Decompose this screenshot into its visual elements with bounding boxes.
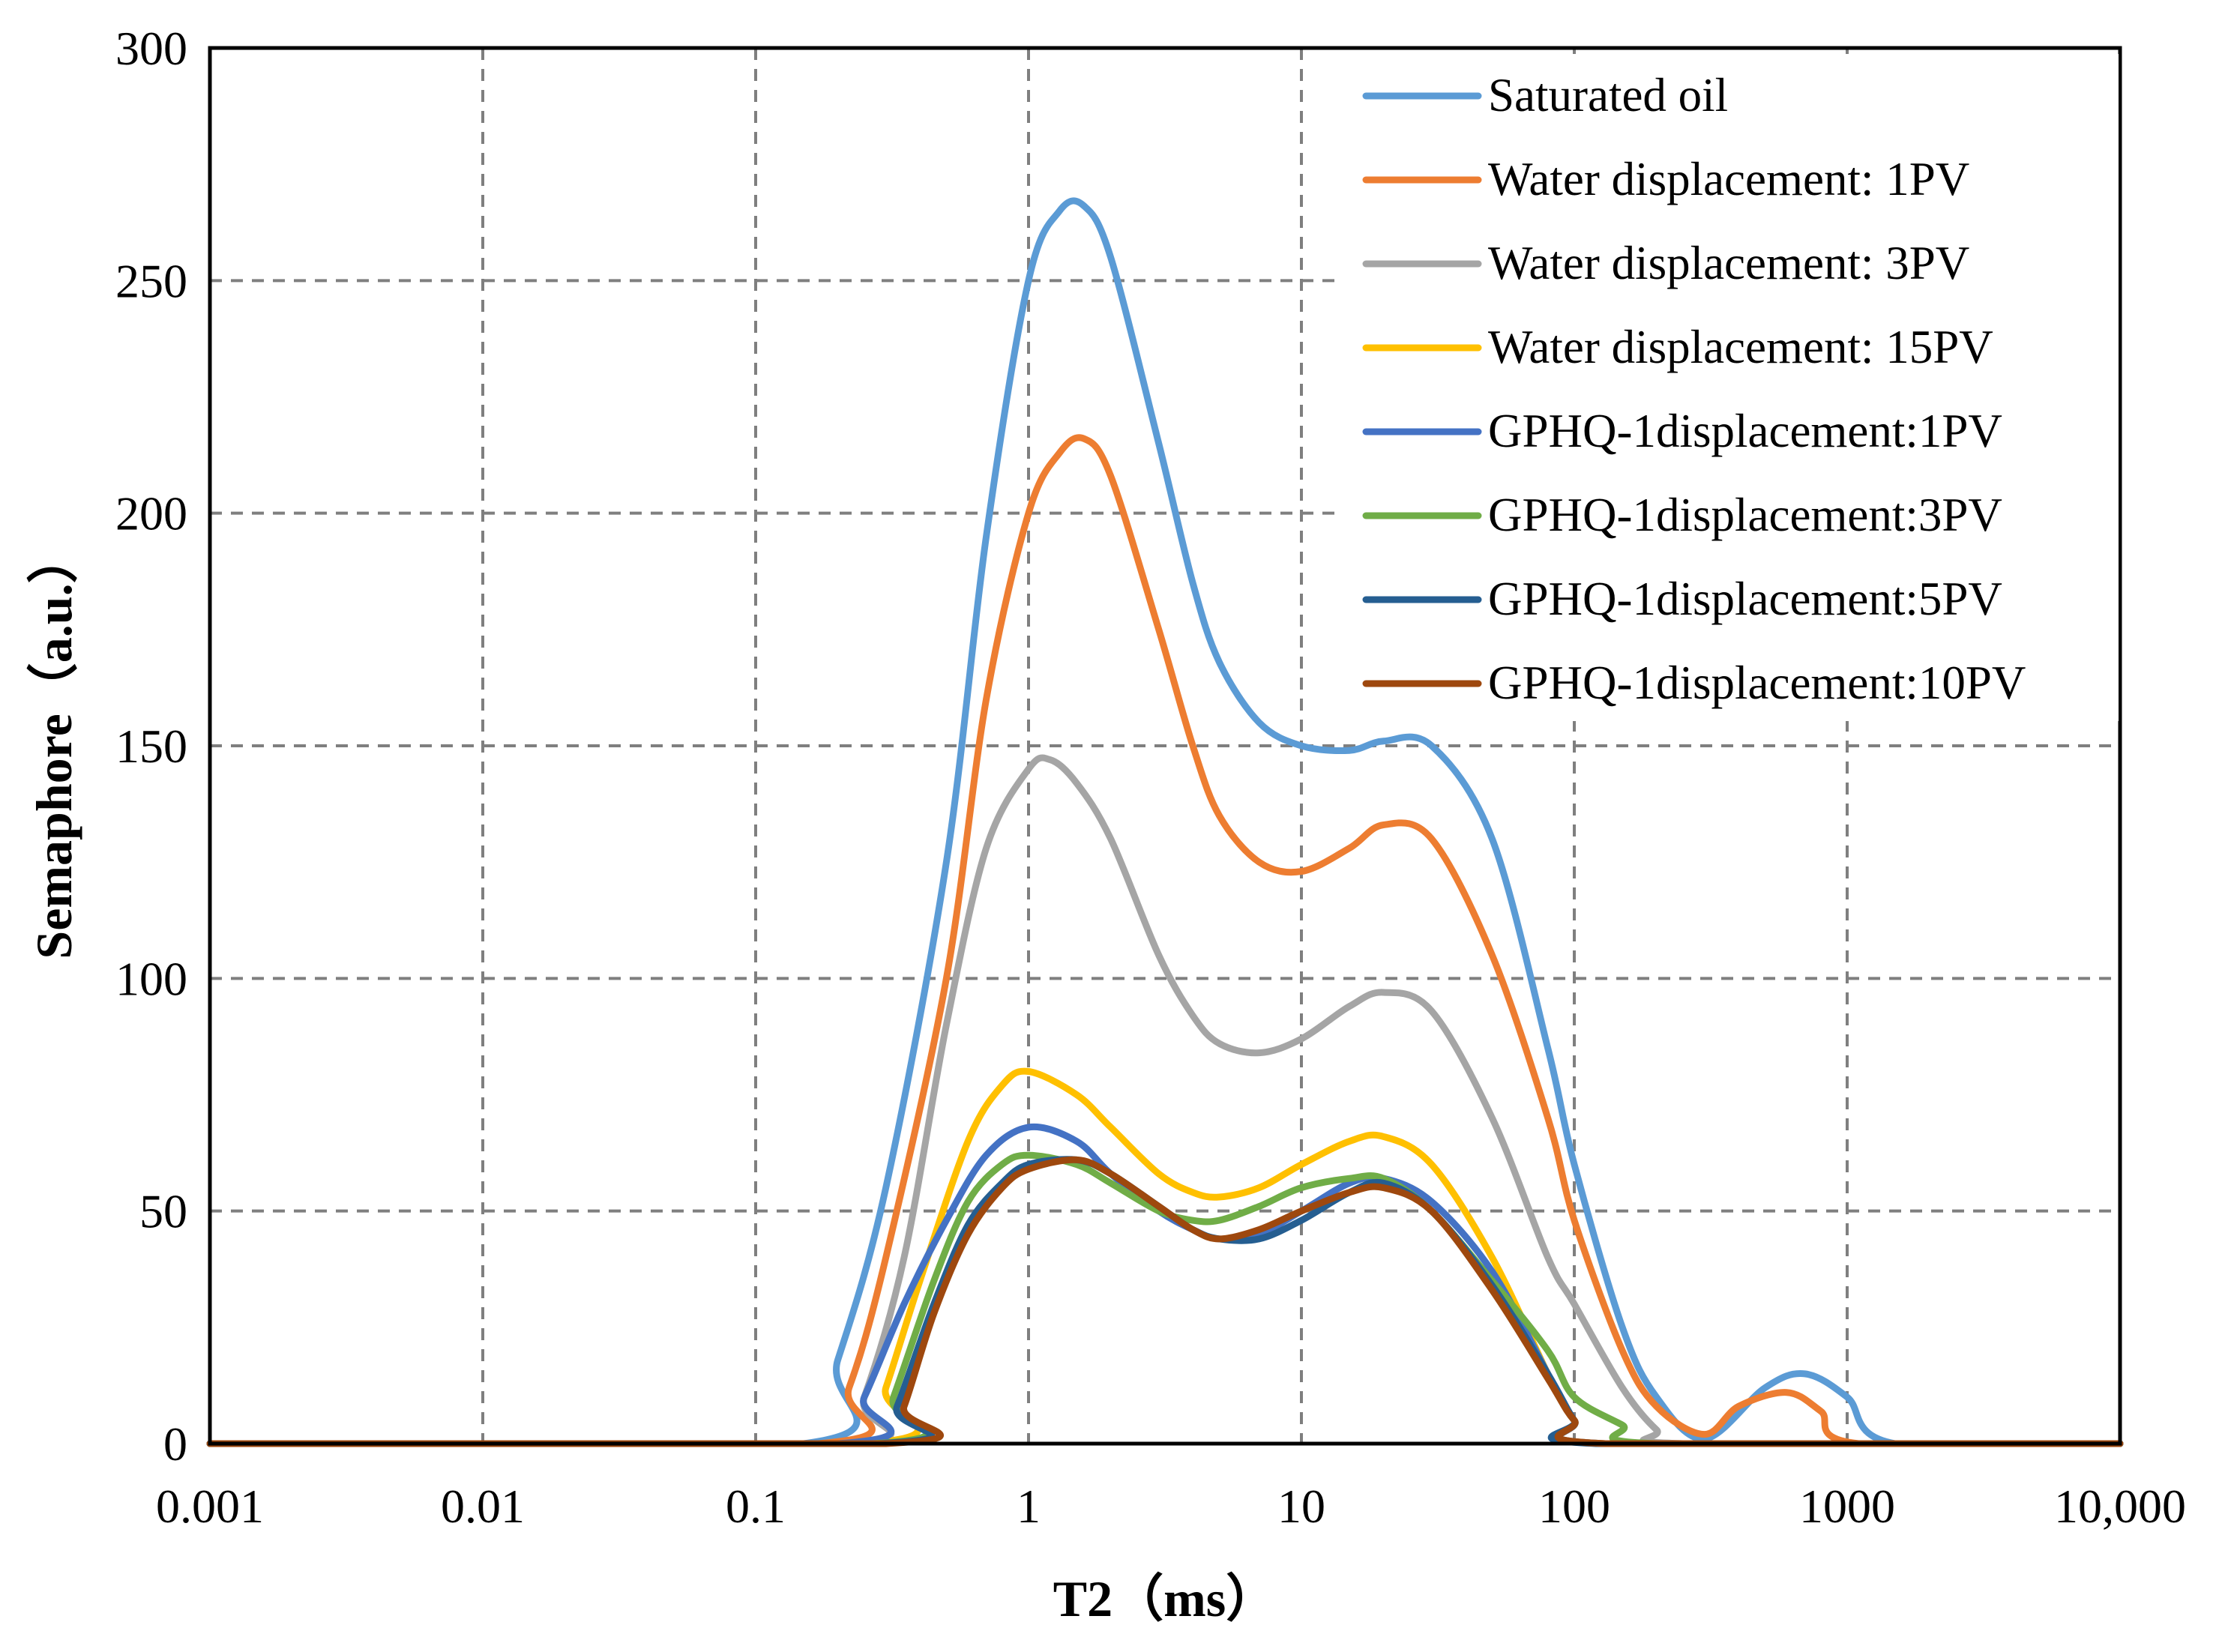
x-tick-label: 0.1 — [726, 1480, 786, 1533]
y-tick-label: 200 — [115, 487, 187, 540]
x-tick-label: 100 — [1538, 1480, 1610, 1533]
y-axis-title: Semaphore（a.u.） — [25, 532, 82, 959]
plot-area-frame — [208, 46, 2122, 1446]
series-line-3 — [206, 754, 2124, 1447]
y-tick-label: 100 — [115, 952, 187, 1005]
x-tick-label: 10,000 — [2054, 1480, 2186, 1533]
legend-label: GPHQ-1displacement:1PV — [1488, 405, 2002, 457]
legend-background — [1334, 54, 2119, 721]
y-tick-label: 50 — [139, 1185, 187, 1238]
legend-label: Water displacement: 3PV — [1488, 237, 1969, 289]
x-tick-label: 1 — [1017, 1480, 1041, 1533]
x-tick-label: 0.001 — [156, 1480, 264, 1533]
y-tick-label: 150 — [115, 720, 187, 773]
series-line-8 — [206, 1156, 2124, 1447]
y-tick-label: 0 — [163, 1417, 187, 1471]
legend: Saturated oil Water displacement: 1PV Wate… — [1334, 54, 2119, 721]
y-tick-label: 250 — [115, 254, 187, 307]
x-axis-title: T2（ms） — [1053, 1570, 1277, 1627]
x-tick-label: 0.01 — [441, 1480, 525, 1533]
series-lines — [206, 197, 2124, 1447]
legend-label: Water displacement: 1PV — [1488, 153, 1969, 205]
legend-label: GPHQ-1displacement:5PV — [1488, 573, 2002, 625]
legend-label: Saturated oil — [1488, 69, 1728, 121]
legend-label: GPHQ-1displacement:3PV — [1488, 489, 2002, 541]
series-line-2 — [206, 434, 2124, 1447]
x-tick-label: 10 — [1277, 1480, 1325, 1533]
legend-label: Water displacement: 15PV — [1488, 321, 1993, 373]
legend-label: GPHQ-1displacement:10PV — [1488, 657, 2026, 709]
tick-labels: 0.001 0.01 0.1 1 10 100 1000 10,000 0 50 100 150 200… — [115, 22, 2186, 1533]
y-tick-label: 300 — [115, 22, 187, 75]
x-tick-label: 1000 — [1799, 1480, 1895, 1533]
